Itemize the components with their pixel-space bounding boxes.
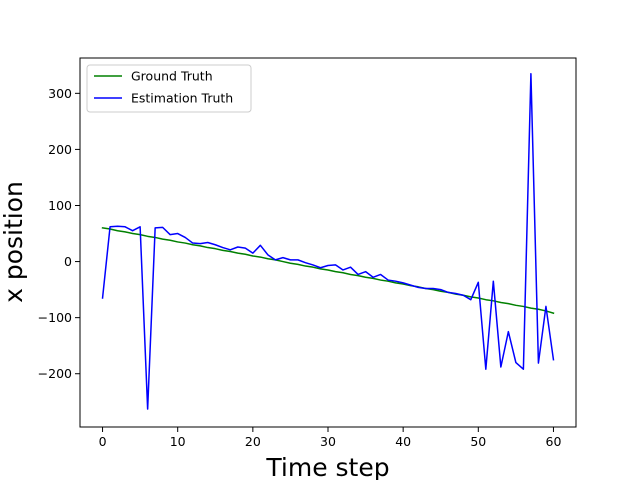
series-layer [101, 72, 555, 410]
x-tick-label: 60 [546, 434, 562, 449]
y-axis: −200 −100 0 100 200 300 [38, 86, 80, 381]
y-axis-title: x position [0, 181, 28, 303]
y-tick-label: 200 [48, 142, 72, 157]
legend-box [86, 64, 252, 113]
y-tick-label: 100 [48, 198, 72, 213]
x-tick-label: 20 [245, 434, 261, 449]
y-tick-label: −200 [38, 366, 72, 381]
x-tick-label: 50 [470, 434, 486, 449]
x-tick-label: 10 [170, 434, 186, 449]
y-tick-label: −100 [38, 310, 72, 325]
x-tick-label: 30 [320, 434, 336, 449]
x-axis: 0 10 20 30 40 50 60 [99, 427, 562, 449]
x-axis-title: Time step [265, 453, 389, 480]
legend-label-estimation-truth: Estimation Truth [131, 91, 233, 106]
y-tick-label: 300 [48, 86, 72, 101]
y-tick-label: 0 [64, 254, 72, 269]
series-line-estimation-truth [101, 72, 555, 410]
legend: Ground Truth Estimation Truth [86, 64, 252, 113]
x-tick-label: 40 [395, 434, 411, 449]
x-tick-label: 0 [99, 434, 107, 449]
legend-label-ground-truth: Ground Truth [131, 69, 213, 84]
series-line-ground-truth [101, 227, 555, 315]
plot-background [80, 58, 576, 427]
